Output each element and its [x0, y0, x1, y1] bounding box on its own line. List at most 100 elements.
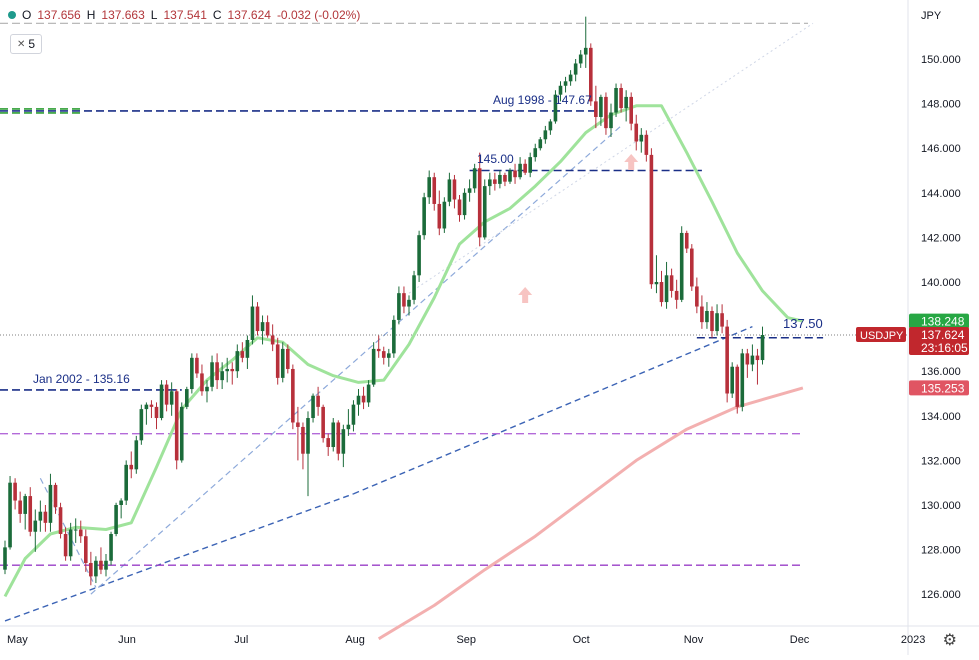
high-label: H — [86, 8, 96, 22]
candle-body — [442, 201, 447, 229]
candle-body — [513, 170, 517, 178]
candle-body — [63, 533, 68, 557]
candle-body — [477, 168, 482, 238]
candle-body — [124, 464, 128, 501]
y-tick-label: 128.000 — [921, 545, 961, 557]
candle-body — [437, 203, 442, 229]
candle-body — [715, 313, 719, 332]
candle-body — [89, 562, 93, 577]
candle-body — [402, 293, 406, 307]
market-status-icon — [8, 11, 16, 19]
candle-body — [68, 529, 73, 557]
candle-body — [750, 355, 755, 365]
candle-body — [407, 299, 411, 307]
rising-trendline — [90, 125, 622, 595]
y-tick-label: 130.000 — [921, 500, 961, 512]
candle-body — [23, 496, 27, 514]
ohlc-legend: O 137.656 H 137.663 L 137.541 C 137.624 -0.0… — [8, 8, 360, 22]
candle-body — [644, 134, 649, 155]
candle-body — [235, 351, 240, 372]
candle-body — [654, 282, 659, 285]
candle-body — [280, 348, 285, 378]
candle-body — [452, 179, 457, 200]
long-trendline-extension — [353, 325, 753, 495]
candle-body — [265, 322, 270, 336]
candle-body — [599, 96, 603, 117]
candle-body — [351, 404, 356, 425]
up-arrow-icon-2 — [624, 154, 639, 170]
candle-body — [725, 326, 729, 394]
candle-body — [149, 404, 154, 407]
y-tick-label: 146.000 — [921, 143, 961, 155]
candle-body — [99, 560, 103, 570]
price-badge-last — [909, 326, 969, 355]
candle-body — [361, 395, 366, 403]
candle-body — [104, 560, 108, 570]
candle-body — [634, 123, 639, 142]
long-trendline — [4, 493, 354, 622]
candle-body — [119, 500, 123, 505]
candle-body — [528, 157, 532, 173]
candle-body — [185, 389, 189, 407]
candle-body — [392, 319, 396, 354]
candle-body — [220, 371, 224, 381]
interval-button[interactable]: ✕ 5 — [10, 34, 42, 54]
candle-body — [73, 529, 78, 531]
candle-body — [139, 409, 144, 441]
candle-body — [543, 130, 548, 140]
y-tick-label: 134.000 — [921, 411, 961, 423]
up-arrow-icon — [518, 287, 533, 303]
candle-body — [533, 148, 538, 158]
candle-body — [250, 306, 255, 340]
x-tick-label: Dec — [790, 634, 810, 646]
candle-body — [371, 348, 376, 385]
candle-body — [78, 529, 83, 537]
candle-body — [316, 395, 320, 407]
x-tick-label: May — [7, 634, 28, 646]
candle-body — [523, 163, 527, 173]
candle-body — [589, 47, 593, 102]
open-value: 137.656 — [37, 8, 81, 22]
candle-body — [210, 362, 214, 387]
sma-200-line — [377, 386, 804, 641]
candle-body — [134, 440, 139, 470]
gear-icon[interactable]: ⚙ — [942, 630, 957, 649]
candle-body — [200, 373, 204, 392]
symbol-badge-text: USDJPY — [860, 330, 904, 342]
candle-body — [493, 179, 497, 184]
candle-body — [710, 310, 714, 332]
candle-body — [33, 520, 38, 532]
candle-body — [639, 134, 644, 142]
candle-body — [568, 74, 573, 82]
aug1998-label: Aug 1998 - 147.67 — [493, 93, 592, 107]
candle-body — [84, 536, 88, 563]
candle-body — [583, 47, 588, 55]
candle-body — [705, 310, 709, 323]
candle-body — [740, 353, 745, 407]
x-tick-label: Jul — [234, 634, 248, 646]
candle-body — [159, 384, 164, 419]
close-value: 137.624 — [227, 8, 271, 22]
p145-label: 145.00 — [477, 152, 514, 166]
candle-body — [614, 87, 618, 113]
candle-body — [594, 101, 598, 117]
candle-body — [346, 424, 351, 430]
candle-body — [154, 406, 159, 419]
candle-body — [8, 482, 12, 548]
candle-body — [296, 422, 300, 427]
price-badge-sma200 — [909, 380, 969, 396]
candle-body — [255, 306, 260, 332]
candle-body — [164, 384, 169, 405]
candle-body — [679, 232, 684, 300]
countdown-text: 23:16:05 — [921, 341, 968, 355]
candle-body — [488, 179, 492, 187]
candle-body — [755, 355, 760, 361]
x-tick-label: Aug — [345, 634, 365, 646]
candle-body — [129, 464, 134, 470]
candle-body — [38, 511, 43, 521]
candle-body — [745, 353, 750, 365]
candle-body — [326, 438, 330, 448]
candle-body — [457, 199, 462, 216]
